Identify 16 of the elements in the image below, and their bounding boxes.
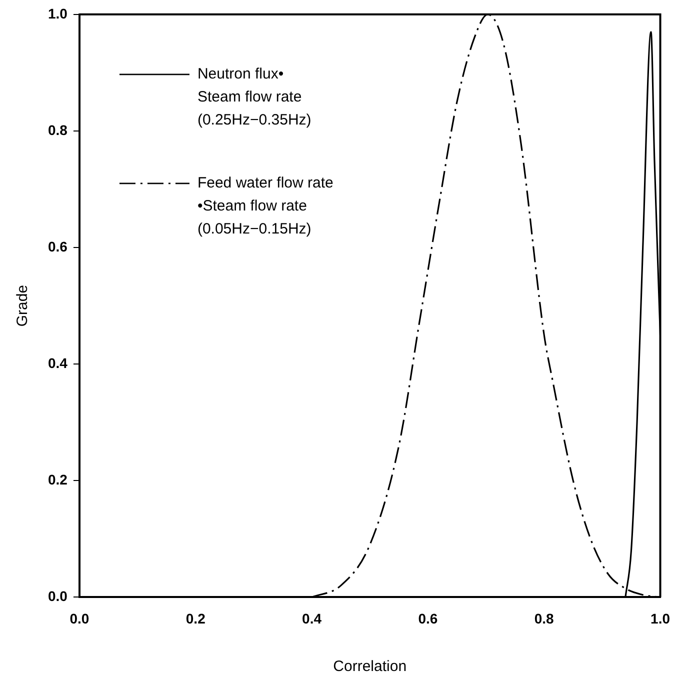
- y-tick-label: 0.8: [48, 122, 68, 138]
- x-tick-label: 0.6: [418, 610, 438, 626]
- x-axis-title: Correlation: [333, 658, 407, 676]
- y-tick-label: 0.6: [48, 238, 68, 254]
- x-tick-label: 0.2: [186, 610, 206, 626]
- x-tick-label: 0.0: [70, 610, 90, 626]
- y-tick-label: 0.4: [48, 354, 68, 371]
- y-tick-label: 1.0: [48, 5, 68, 22]
- legend-label: Feed water flow rate •Steam flow rate (0.05Hz−0.15Hz): [197, 174, 334, 238]
- y-axis-title: Grade: [14, 284, 32, 327]
- x-tick-label: 1.0: [650, 610, 670, 626]
- y-tick-label: 0.0: [48, 588, 68, 604]
- legend-label: Neutron flux• Steam flow rate (0.25Hz−0.35Hz): [197, 66, 312, 129]
- x-tick-label: 0.8: [534, 610, 554, 626]
- y-tick-label: 0.2: [48, 472, 68, 488]
- x-tick-label: 0.4: [302, 610, 322, 626]
